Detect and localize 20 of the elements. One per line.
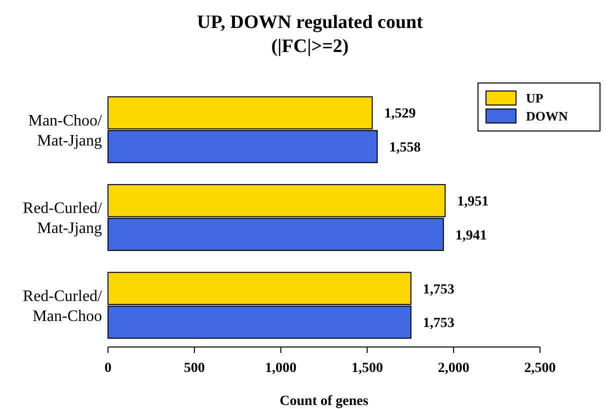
legend-label: DOWN (526, 108, 568, 124)
data-label: 1,529 (384, 106, 416, 122)
x-tick-label: 500 (184, 361, 205, 376)
chart-title: UP, DOWN regulated count (197, 12, 424, 33)
data-label: 1,753 (422, 316, 454, 332)
data-label: 1,941 (455, 228, 487, 244)
x-tick-label: 0 (104, 361, 112, 376)
chart-subtitle: (|FC|>=2) (271, 36, 349, 57)
legend-label: UP (526, 90, 544, 106)
y-tick-label: Red-Curled/Mat-Jjang (22, 200, 103, 238)
data-label: 1,951 (457, 194, 489, 210)
x-tick-label: 1,000 (265, 361, 297, 376)
y-tick-label: Man-Choo/Mat-Jjang (28, 112, 103, 150)
data-label: 1,558 (389, 140, 421, 156)
x-tick-label: 1,500 (351, 361, 383, 376)
x-tick-label: 2,000 (438, 361, 470, 376)
data-label: 1,753 (422, 282, 454, 298)
x-axis-title: Count of genes (280, 394, 369, 409)
y-tick-label: Red-Curled/Man-Choo (22, 288, 103, 325)
x-tick-label: 2,500 (524, 361, 556, 376)
